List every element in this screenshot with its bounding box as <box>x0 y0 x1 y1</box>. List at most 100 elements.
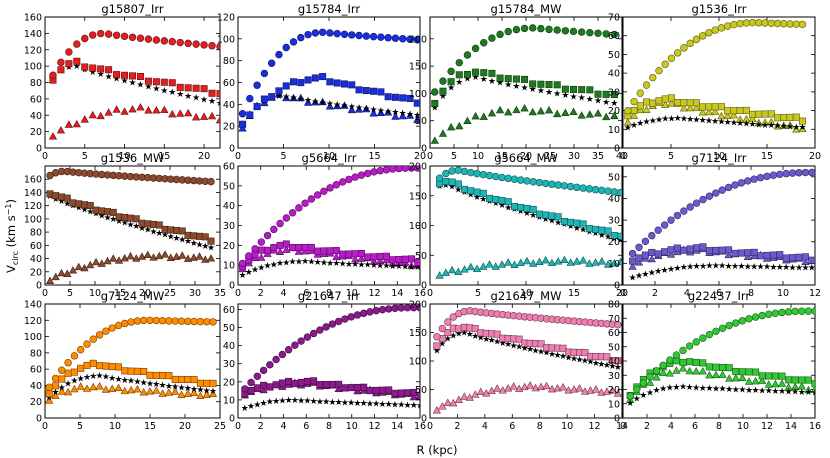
circle-point <box>744 177 752 185</box>
star-point: ★ <box>177 383 185 393</box>
x-tick-label: 20 <box>520 151 532 162</box>
triangle-point <box>177 390 186 398</box>
square-point <box>570 85 578 93</box>
x-tick-label: 16 <box>809 421 821 432</box>
circle-point <box>353 311 362 319</box>
square-point <box>479 189 487 197</box>
star-point: ★ <box>121 376 129 386</box>
square-point <box>399 94 407 102</box>
circle-point <box>699 334 707 342</box>
star-point: ★ <box>83 373 91 383</box>
square-point <box>592 225 600 233</box>
star-point: ★ <box>504 80 512 90</box>
triangle-point <box>57 387 66 395</box>
square-point <box>757 252 765 260</box>
star-point: ★ <box>257 264 265 274</box>
triangle-point <box>86 260 95 269</box>
circle-point <box>270 225 278 234</box>
x-tick-label: 5 <box>82 151 88 162</box>
square-point <box>811 380 815 388</box>
triangle-point <box>602 387 612 395</box>
square-point <box>65 60 73 68</box>
star-point: ★ <box>795 263 803 273</box>
square-point <box>548 212 556 220</box>
square-point <box>253 103 261 111</box>
x-tick-label: 0 <box>427 151 433 162</box>
star-point: ★ <box>579 226 587 236</box>
circle-point <box>332 181 341 189</box>
square-point <box>724 107 732 115</box>
square-point <box>414 258 420 266</box>
star-point: ★ <box>655 115 663 125</box>
circle-point <box>176 38 184 47</box>
star-point: ★ <box>407 263 415 273</box>
star-point: ★ <box>575 355 583 365</box>
y-tick-label: 0 <box>421 281 427 292</box>
star-point: ★ <box>594 96 602 106</box>
triangle-point <box>160 105 169 114</box>
square-point <box>136 72 144 80</box>
star-point: ★ <box>272 397 280 407</box>
star-point: ★ <box>216 99 224 109</box>
triangle-point <box>120 107 129 115</box>
square-point <box>667 94 675 102</box>
star-point: ★ <box>439 92 447 102</box>
y-tick-label: 0 <box>614 144 620 155</box>
square-point <box>604 227 612 235</box>
square-point <box>196 379 204 387</box>
circle-point <box>192 40 200 48</box>
y-tick-label: 100 <box>24 214 42 225</box>
square-point <box>391 389 399 397</box>
square-point <box>545 81 553 89</box>
triangle-point <box>692 103 701 112</box>
circle-point <box>328 320 337 328</box>
star-point: ★ <box>133 378 141 388</box>
square-point <box>686 99 694 107</box>
square-point <box>266 383 274 391</box>
star-point: ★ <box>586 95 594 105</box>
square-point <box>610 91 618 99</box>
triangle-point <box>679 104 689 112</box>
star-point: ★ <box>654 267 662 277</box>
star-point: ★ <box>75 204 83 214</box>
circle-point <box>152 316 161 325</box>
triangle-point <box>659 368 668 377</box>
triangle-point <box>207 111 217 120</box>
square-point <box>58 375 66 383</box>
square-point <box>121 71 129 79</box>
y-tick-label: 20 <box>30 267 42 278</box>
y-tick-label: 20 <box>223 241 235 252</box>
triangle-point <box>572 257 581 265</box>
triangle-point <box>777 379 787 387</box>
star-point: ★ <box>184 92 192 102</box>
square-point <box>152 371 160 379</box>
star-point: ★ <box>360 399 368 409</box>
circle-point <box>247 378 255 387</box>
circle-point <box>463 51 472 59</box>
square-point <box>523 204 531 212</box>
triangle-point <box>569 385 579 393</box>
circle-point <box>171 317 179 325</box>
panel-title: g5664_Irr <box>302 151 357 165</box>
y-tick-label: 20 <box>608 385 620 396</box>
star-point: ★ <box>731 262 739 272</box>
circle-point <box>488 34 496 42</box>
x-tick-label: 14 <box>785 421 797 432</box>
square-point <box>602 90 610 98</box>
square-point <box>674 99 682 107</box>
circle-point <box>399 35 407 43</box>
triangle-point <box>569 107 578 116</box>
star-point: ★ <box>190 239 198 249</box>
square-point <box>736 107 744 115</box>
y-tick-label: 0 <box>614 414 620 425</box>
star-point: ★ <box>798 388 806 398</box>
triangle-point <box>238 124 247 132</box>
square-point <box>725 246 733 254</box>
circle-point <box>520 24 529 33</box>
star-point: ★ <box>167 232 175 242</box>
circle-point <box>144 35 153 43</box>
star-point: ★ <box>529 85 537 95</box>
x-tick-label: 4 <box>280 421 286 432</box>
triangle-point <box>430 136 439 144</box>
